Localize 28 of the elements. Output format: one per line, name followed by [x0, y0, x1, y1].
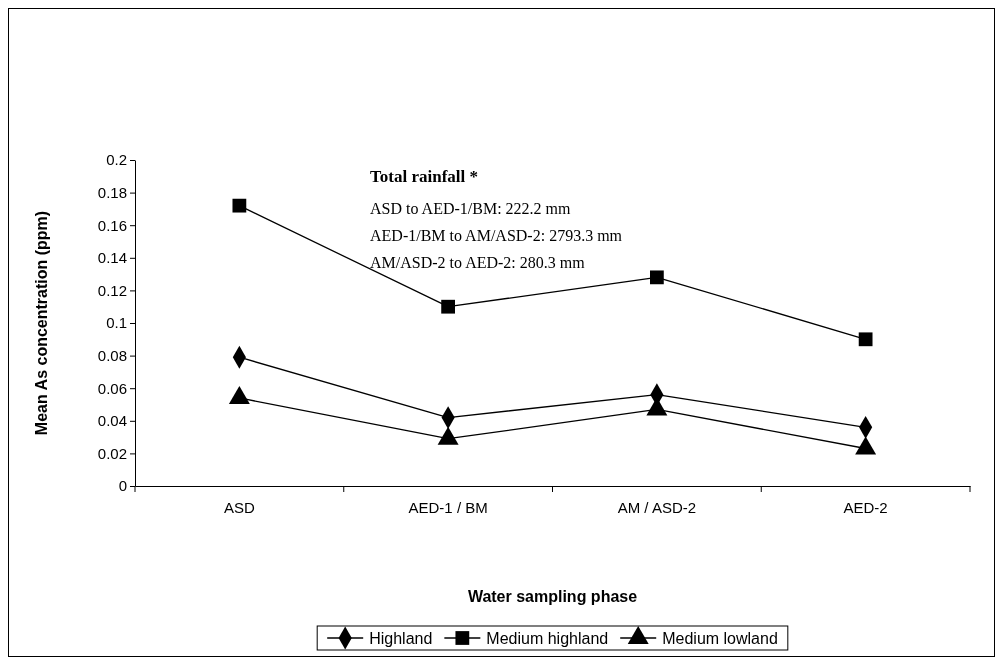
annotation: ASD to AED-1/BM: 222.2 mm — [370, 200, 572, 217]
x-axis-title: Water sampling phase — [467, 588, 638, 605]
y-tick-label: 0.14 — [97, 249, 127, 267]
y-tick-label: 0.1 — [106, 314, 127, 332]
annotation: AED-1/BM to AM/ASD-2: 2793.3 mm — [370, 227, 623, 244]
annotation: AM/ASD-2 to AED-2: 280.3 mm — [370, 254, 586, 271]
point — [858, 332, 873, 347]
y-tick-label: 0.12 — [97, 281, 127, 299]
x-tick-label: AED-2 — [843, 499, 888, 516]
x-tick-label: AM / ASD-2 — [617, 499, 697, 516]
point — [232, 198, 247, 213]
y-tick-label: 0.18 — [97, 183, 127, 201]
legend-label: Medium lowland — [662, 629, 778, 647]
y-tick-label: 0 — [118, 477, 127, 495]
legend-label: Highland — [369, 629, 433, 647]
y-tick-label: 0.16 — [97, 216, 127, 234]
point — [441, 299, 456, 314]
annotation: Total rainfall * — [370, 167, 478, 186]
point — [649, 270, 664, 285]
y-axis-title: Mean As concentration (ppm) — [33, 210, 50, 436]
legend-label: Medium highland — [486, 629, 609, 647]
y-tick-label: 0.04 — [97, 412, 127, 430]
y-tick-label: 0.02 — [97, 444, 127, 462]
x-tick-label: AED-1 / BM — [408, 499, 488, 516]
y-tick-label: 0.08 — [97, 346, 127, 364]
y-tick-label: 0.2 — [106, 151, 127, 169]
y-tick-label: 0.06 — [97, 379, 127, 397]
x-tick-label: ASD — [223, 499, 255, 516]
